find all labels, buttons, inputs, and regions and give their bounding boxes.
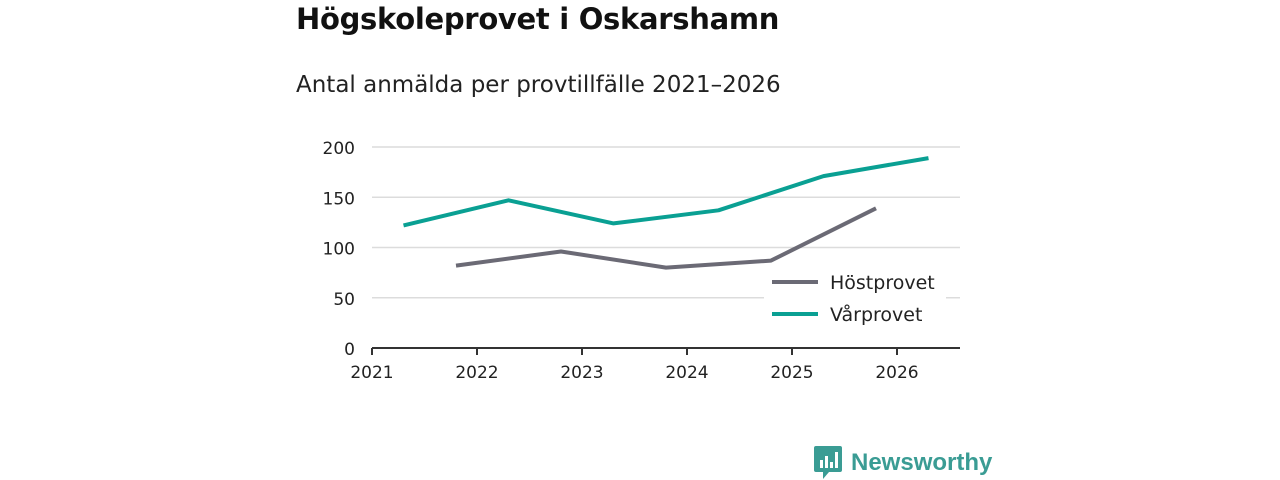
x-tick-label: 2021 (350, 363, 393, 383)
series-line-höstprovet (455, 206, 877, 270)
data-point (561, 251, 562, 252)
y-tick-label: 0 (344, 340, 355, 360)
axes: 0 50 100 150 200 2021 2022 2023 2024 2025 2026 (323, 139, 960, 383)
y-tick-label: 50 (333, 290, 355, 310)
series-lines (403, 156, 929, 270)
chart-title: Högskoleprovet i Oskarshamn (296, 2, 780, 36)
x-tick-label: 2024 (665, 363, 708, 383)
newsworthy-logo-icon (814, 446, 842, 479)
data-point (508, 200, 509, 201)
y-tick-label: 100 (323, 240, 355, 260)
x-tick-label: 2022 (455, 363, 498, 383)
series-line-vårprovet (403, 156, 929, 228)
data-point (928, 158, 929, 159)
data-point (613, 223, 614, 224)
data-point (403, 225, 404, 226)
y-tick-label: 150 (323, 189, 355, 209)
data-point (666, 267, 667, 268)
legend-background (764, 266, 946, 330)
data-point (718, 210, 719, 211)
x-tick-label: 2025 (770, 363, 813, 383)
newsworthy-logo-text: Newsworthy (851, 449, 993, 476)
newsworthy-logo: Newsworthy (814, 446, 992, 480)
data-point (771, 260, 772, 261)
legend-label: Höstprovet (830, 272, 935, 294)
chart-subtitle: Antal anmälda per provtillfälle 2021–202… (296, 72, 781, 98)
legend-label: Vårprovet (830, 303, 922, 326)
data-point (456, 265, 457, 266)
legend: Höstprovet Vårprovet (764, 266, 946, 330)
data-point (823, 176, 824, 177)
y-tick-label: 200 (323, 139, 355, 159)
x-tick-label: 2026 (875, 363, 918, 383)
x-tick-label: 2023 (560, 363, 603, 383)
data-point (876, 208, 877, 209)
